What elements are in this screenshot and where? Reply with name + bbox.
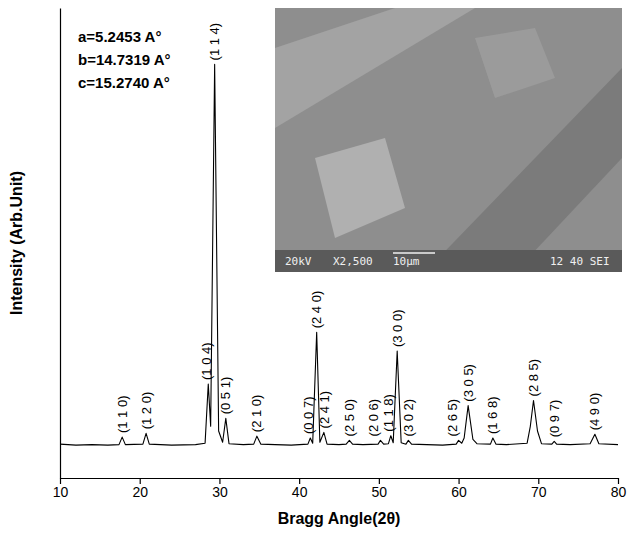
inset-texture [275, 8, 475, 128]
x-axis-line [61, 478, 619, 479]
peak-label: (1 1 8) [381, 394, 396, 432]
peak-label: (2 4 1) [317, 391, 332, 429]
peak-label: (1 2 0) [139, 392, 154, 430]
peak-label: (3 0 0) [390, 310, 405, 348]
x-tick: 60 [451, 478, 467, 500]
x-tick: 20 [132, 478, 148, 500]
x-tick: 30 [212, 478, 228, 500]
plot-area [60, 64, 618, 445]
x-tick: 50 [372, 478, 388, 500]
peak-label: (0 9 7) [547, 400, 562, 438]
peak-label: (1 1 4) [207, 23, 222, 61]
inset-texture [425, 68, 622, 272]
xrd-pattern [60, 64, 618, 445]
y-axis [60, 9, 61, 479]
y-axis-title: Intensity (Arb.Unit) [8, 171, 25, 315]
x-tick-label: 30 [212, 484, 228, 500]
annotation: c=15.2740 A° [78, 74, 170, 91]
scale-bar [393, 252, 435, 254]
x-axis: 10 20 30 40 50 60 70 80 [53, 478, 627, 500]
peak-label: (1 1 0) [115, 396, 130, 434]
peak-label: (2 4 0) [309, 291, 324, 329]
inset-caption: 20kV [285, 255, 312, 268]
x-tick: 80 [611, 478, 627, 500]
inset-caption: 10μm [393, 255, 420, 268]
x-tick-label: 10 [53, 484, 69, 500]
x-tick-label: 80 [611, 484, 627, 500]
peak-label: (2 8 5) [526, 359, 541, 397]
chart: 20kV X2,500 10μm 12 40 SEI 10 20 30 40 50 60 70 80 B… [0, 0, 630, 536]
inset-texture [475, 28, 555, 98]
inset-texture [315, 138, 405, 238]
peak-label: (1 0 4) [199, 342, 214, 380]
peak-label: (1 6 8) [485, 396, 500, 434]
x-tick-label: 70 [531, 484, 547, 500]
peak-label: (2 1 0) [249, 395, 264, 433]
x-tick-label: 20 [132, 484, 148, 500]
peak-label: (2 0 6) [366, 399, 381, 437]
y-axis-line [60, 9, 61, 479]
x-tick-label: 40 [292, 484, 308, 500]
x-tick: 10 [53, 478, 69, 500]
peak-label: (0 5 1) [218, 377, 233, 415]
inset: 20kV X2,500 10μm 12 40 SEI [275, 8, 622, 272]
peak-label: (4 9 0) [587, 393, 602, 431]
peak-label: (3 0 5) [461, 364, 476, 402]
peak-label: (3 0 2) [401, 399, 416, 437]
x-axis-title: Bragg Angle(2θ) [278, 510, 401, 527]
inset-info-bar [275, 250, 622, 272]
peak-label: (2 5 0) [342, 399, 357, 437]
annotation: b=14.7319 A° [78, 51, 171, 68]
x-tick: 70 [531, 478, 547, 500]
x-tick: 40 [292, 478, 308, 500]
peak-label: (2 6 5) [445, 399, 460, 437]
x-tick-label: 50 [372, 484, 388, 500]
inset-caption: X2,500 [333, 255, 373, 268]
peak-label: (0 0 7) [301, 396, 316, 434]
peak-labels: (1 1 0) (1 2 0) (1 0 4) (1 1 4) (0 5 1) (2 1 … [115, 23, 603, 438]
x-tick-label: 60 [451, 484, 467, 500]
annotation: a=5.2453 A° [78, 28, 161, 45]
inset-caption: 12 40 SEI [550, 255, 610, 268]
inset-image [275, 8, 622, 272]
